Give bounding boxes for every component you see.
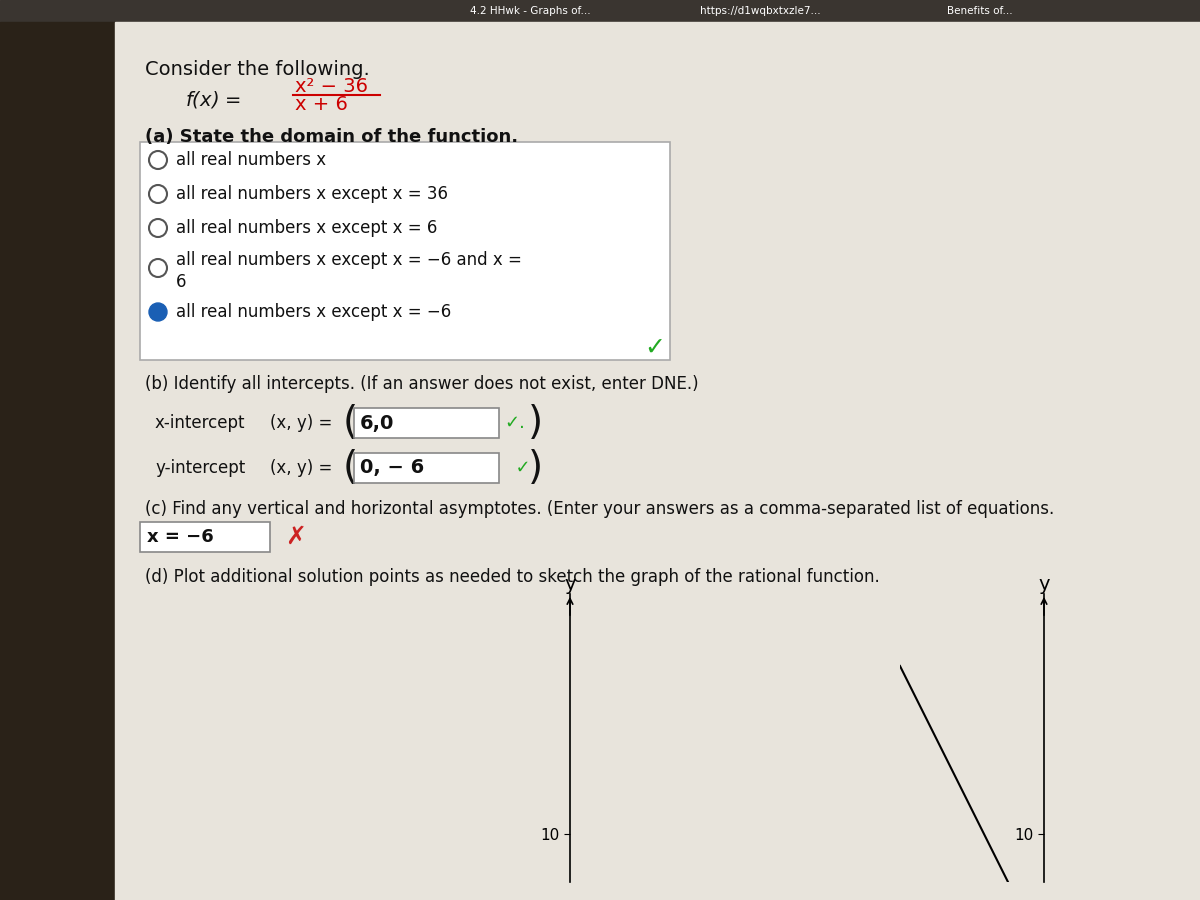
Circle shape <box>149 151 167 169</box>
Text: 6,0: 6,0 <box>360 413 395 433</box>
Text: all real numbers x except x = −6: all real numbers x except x = −6 <box>176 303 451 321</box>
Text: x² − 36: x² − 36 <box>295 77 368 96</box>
Bar <box>354 408 499 438</box>
Text: all real numbers x except x = −6 and x =: all real numbers x except x = −6 and x = <box>176 251 522 269</box>
Text: Benefits of...: Benefits of... <box>947 6 1013 16</box>
Text: x = −6: x = −6 <box>148 528 214 546</box>
Text: Consider the following.: Consider the following. <box>145 60 370 79</box>
Bar <box>354 453 499 483</box>
Title: y: y <box>1038 575 1050 594</box>
Circle shape <box>149 185 167 203</box>
Text: ✓.: ✓. <box>504 414 524 432</box>
Title: y: y <box>564 575 576 594</box>
Text: x + 6: x + 6 <box>295 94 348 113</box>
Text: ✓: ✓ <box>504 459 530 477</box>
Bar <box>0 22 115 900</box>
Text: 4.2 HHwk - Graphs of...: 4.2 HHwk - Graphs of... <box>469 6 590 16</box>
Text: (: ( <box>343 404 358 442</box>
Text: ✓: ✓ <box>644 336 666 360</box>
Text: all real numbers x except x = 6: all real numbers x except x = 6 <box>176 219 437 237</box>
Bar <box>140 142 670 360</box>
Text: ): ) <box>528 404 544 442</box>
Text: y-intercept: y-intercept <box>155 459 245 477</box>
Text: 6: 6 <box>176 273 186 291</box>
Text: (b) Identify all intercepts. (If an answer does not exist, enter DNE.): (b) Identify all intercepts. (If an answ… <box>145 375 698 393</box>
Text: x-intercept: x-intercept <box>155 414 246 432</box>
Text: (c) Find any vertical and horizontal asymptotes. (Enter your answers as a comma-: (c) Find any vertical and horizontal asy… <box>145 500 1055 518</box>
Text: (: ( <box>343 449 358 487</box>
Text: ✗: ✗ <box>286 525 306 549</box>
Text: all real numbers x: all real numbers x <box>176 151 326 169</box>
Bar <box>140 522 270 552</box>
Text: (a) State the domain of the function.: (a) State the domain of the function. <box>145 128 518 146</box>
Bar <box>0 0 1200 22</box>
Text: (x, y) =: (x, y) = <box>270 414 332 432</box>
Circle shape <box>149 259 167 277</box>
Text: all real numbers x except x = 36: all real numbers x except x = 36 <box>176 185 448 203</box>
Text: $f$(x) =: $f$(x) = <box>185 89 241 111</box>
Text: 0, − 6: 0, − 6 <box>360 458 425 478</box>
Text: (d) Plot additional solution points as needed to sketch the graph of the rationa: (d) Plot additional solution points as n… <box>145 568 880 586</box>
Text: ): ) <box>528 449 544 487</box>
Circle shape <box>149 303 167 321</box>
Circle shape <box>149 219 167 237</box>
Text: https://d1wqbxtxzle7...: https://d1wqbxtxzle7... <box>700 6 821 16</box>
Text: (x, y) =: (x, y) = <box>270 459 332 477</box>
